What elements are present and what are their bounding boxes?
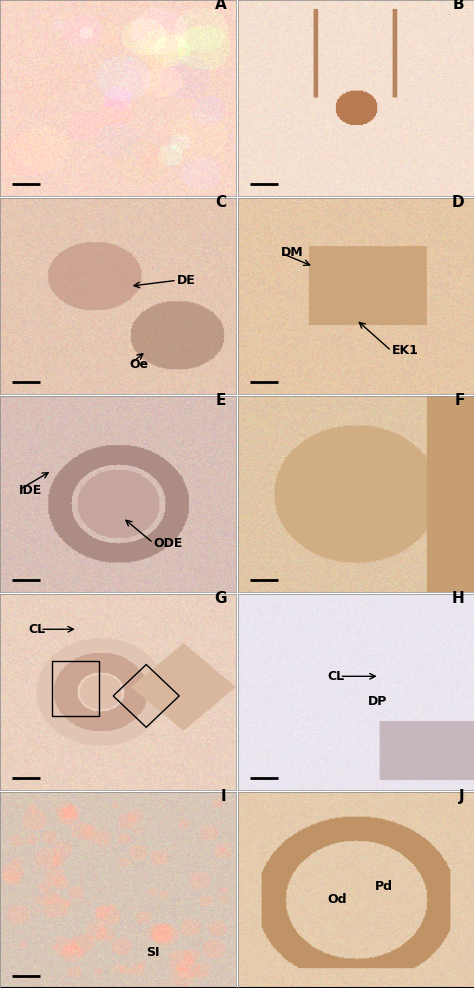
- Text: B: B: [453, 0, 465, 12]
- Text: DM: DM: [281, 246, 303, 260]
- Text: ODE: ODE: [153, 536, 182, 549]
- Text: D: D: [452, 195, 465, 209]
- Text: I: I: [221, 788, 227, 803]
- Text: CL: CL: [328, 670, 345, 683]
- Text: EK1: EK1: [392, 345, 419, 358]
- Text: A: A: [215, 0, 227, 12]
- Text: DP: DP: [368, 696, 387, 708]
- Bar: [52, 661, 99, 715]
- Text: Pd: Pd: [375, 879, 393, 892]
- Text: Od: Od: [328, 893, 347, 906]
- Text: E: E: [216, 393, 227, 408]
- Text: IDE: IDE: [19, 483, 42, 497]
- Text: Oe: Oe: [130, 358, 149, 371]
- Text: DE: DE: [177, 274, 196, 287]
- Text: C: C: [215, 195, 227, 209]
- Text: CL: CL: [28, 622, 46, 635]
- Text: H: H: [452, 591, 465, 606]
- Text: G: G: [214, 591, 227, 606]
- Text: J: J: [459, 788, 465, 803]
- Text: SI: SI: [146, 947, 160, 959]
- Text: F: F: [454, 393, 465, 408]
